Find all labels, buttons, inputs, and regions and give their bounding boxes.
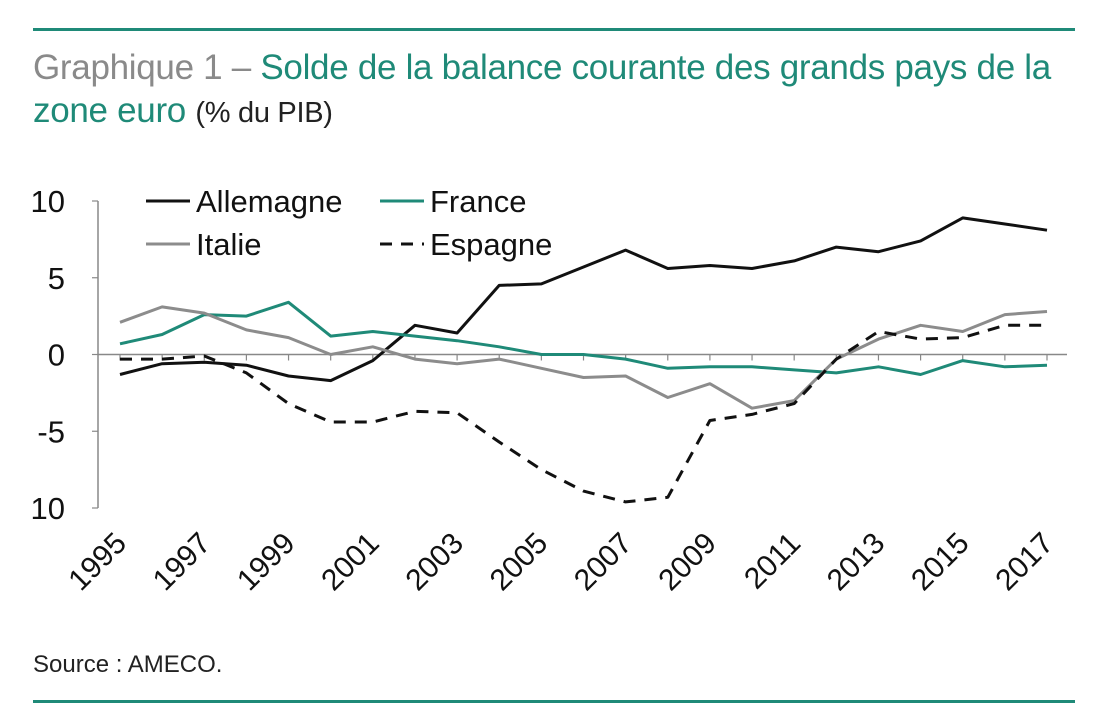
series-line-france bbox=[119, 300, 1048, 376]
series-line-espagne bbox=[120, 323, 1047, 504]
bottom-rule bbox=[33, 700, 1075, 703]
x-tick-label: 2009 bbox=[652, 527, 723, 598]
top-rule bbox=[33, 28, 1075, 31]
x-tick-label: 2011 bbox=[738, 527, 807, 596]
legend-label: Espagne bbox=[430, 227, 552, 262]
chart-title: Graphique 1 – Solde de la balance couran… bbox=[33, 46, 1093, 135]
title-main: Solde de la balance courante des grands … bbox=[33, 48, 1051, 130]
title-prefix: Graphique 1 – bbox=[33, 48, 251, 87]
chart-series bbox=[119, 216, 1048, 504]
x-tick-label: 2017 bbox=[989, 527, 1060, 598]
y-tick-label: 5 bbox=[48, 261, 65, 296]
legend-label: Allemagne bbox=[196, 184, 342, 219]
x-tick-label: 2003 bbox=[400, 527, 471, 598]
y-tick-label: -5 bbox=[37, 414, 65, 449]
legend-label: France bbox=[430, 184, 526, 219]
chart-legend: Allemagne France Italie Espagne bbox=[146, 184, 552, 262]
y-tick-label: 10 bbox=[31, 491, 65, 526]
x-tick-label: 1997 bbox=[147, 527, 218, 598]
x-tick-label: 1995 bbox=[62, 527, 133, 598]
x-tick-label: 2015 bbox=[905, 527, 976, 598]
series-line-allemagne bbox=[119, 216, 1048, 383]
x-tick-label: 1999 bbox=[231, 527, 302, 598]
x-tick-label: 2001 bbox=[315, 527, 386, 598]
title-unit: (% du PIB) bbox=[195, 97, 333, 129]
y-tick-label: 0 bbox=[48, 338, 65, 373]
x-tick-label: 2013 bbox=[821, 527, 892, 598]
legend-label: Italie bbox=[196, 227, 261, 262]
x-tick-label: 2007 bbox=[568, 527, 639, 598]
x-tick-label: 2005 bbox=[484, 527, 555, 598]
source-note: Source : AMECO. bbox=[33, 651, 223, 678]
y-tick-label: 10 bbox=[31, 184, 65, 219]
